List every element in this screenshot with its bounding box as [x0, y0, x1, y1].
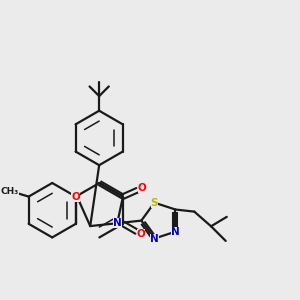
- Text: O: O: [137, 229, 146, 239]
- Text: O: O: [71, 192, 80, 202]
- Text: N: N: [171, 227, 180, 237]
- Text: N: N: [150, 233, 159, 244]
- Text: S: S: [151, 198, 158, 208]
- Text: O: O: [138, 183, 146, 193]
- Text: CH₃: CH₃: [1, 187, 19, 196]
- Text: N: N: [113, 218, 122, 228]
